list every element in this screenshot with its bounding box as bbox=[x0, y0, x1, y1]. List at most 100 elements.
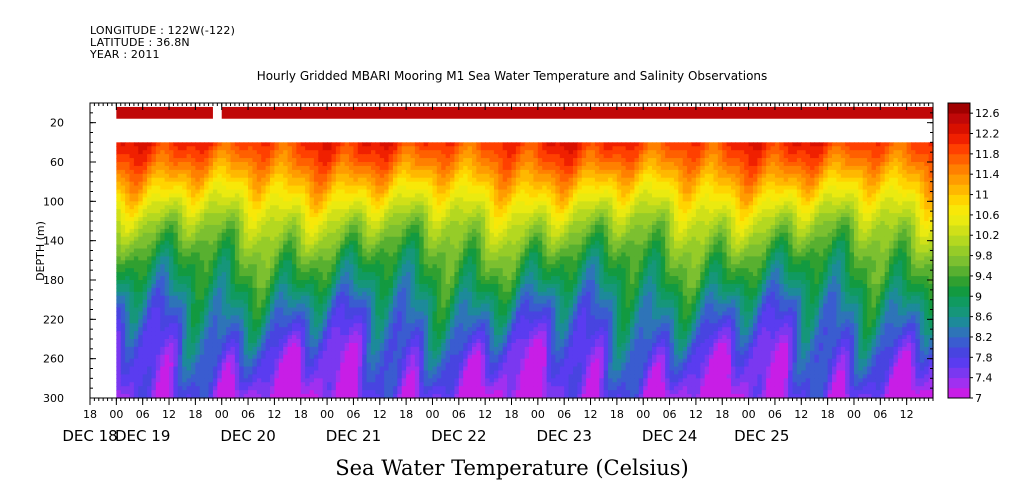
heatmap-cell bbox=[305, 315, 311, 320]
heatmap-cell bbox=[366, 221, 372, 226]
heatmap-cell bbox=[344, 291, 350, 297]
heatmap-cell bbox=[331, 256, 337, 261]
heatmap-cell bbox=[432, 390, 438, 395]
heatmap-cell bbox=[445, 287, 451, 293]
heatmap-cell bbox=[138, 150, 144, 155]
heatmap-cell bbox=[450, 142, 456, 147]
heatmap-cell bbox=[169, 185, 175, 191]
heatmap-cell bbox=[353, 331, 359, 336]
heatmap-cell bbox=[414, 307, 420, 313]
heatmap-cell bbox=[436, 283, 442, 289]
heatmap-cell bbox=[397, 264, 403, 269]
heatmap-cell bbox=[445, 217, 451, 222]
heatmap-cell bbox=[291, 382, 297, 387]
heatmap-cell bbox=[419, 378, 425, 383]
heatmap-cell bbox=[331, 280, 337, 285]
heatmap-cell bbox=[419, 307, 425, 313]
heatmap-cell bbox=[318, 189, 324, 195]
heatmap-cell bbox=[357, 276, 363, 281]
heatmap-cell bbox=[208, 331, 214, 336]
heatmap-cell bbox=[226, 272, 232, 277]
heatmap-cell bbox=[190, 272, 196, 277]
heatmap-cell bbox=[322, 158, 328, 163]
heatmap-cell bbox=[221, 366, 227, 372]
heatmap-cell bbox=[335, 358, 341, 364]
heatmap-cell bbox=[129, 205, 135, 210]
heatmap-cell bbox=[436, 394, 442, 399]
heatmap-cell bbox=[375, 346, 381, 352]
heatmap-cell bbox=[125, 146, 131, 151]
heatmap-cell bbox=[265, 173, 271, 179]
heatmap-cell bbox=[120, 185, 126, 191]
heatmap-cell bbox=[344, 248, 350, 254]
heatmap-cell bbox=[226, 276, 232, 281]
heatmap-cell bbox=[274, 177, 280, 183]
heatmap-cell bbox=[169, 162, 175, 167]
heatmap-cell bbox=[256, 374, 262, 379]
heatmap-cell bbox=[283, 169, 289, 175]
heatmap-cell bbox=[116, 354, 122, 360]
heatmap-cell bbox=[138, 303, 144, 309]
heatmap-cell bbox=[375, 197, 381, 202]
heatmap-cell bbox=[261, 268, 267, 273]
heatmap-cell bbox=[309, 197, 315, 202]
heatmap-cell bbox=[322, 276, 328, 281]
heatmap-cell bbox=[340, 370, 346, 375]
heatmap-cell bbox=[419, 177, 425, 183]
heatmap-cell bbox=[177, 146, 183, 151]
heatmap-cell bbox=[428, 177, 434, 183]
heatmap-cell bbox=[182, 158, 188, 163]
heatmap-cell bbox=[353, 339, 359, 344]
heatmap-cell bbox=[432, 248, 438, 254]
heatmap-cell bbox=[226, 268, 232, 273]
heatmap-cell bbox=[322, 252, 328, 257]
heatmap-cell bbox=[414, 280, 420, 285]
heatmap-cell bbox=[234, 154, 240, 159]
heatmap-cell bbox=[283, 280, 289, 285]
heatmap-cell bbox=[129, 185, 135, 191]
heatmap-cell bbox=[291, 370, 297, 375]
heatmap-cell bbox=[252, 264, 258, 269]
heatmap-cell bbox=[432, 236, 438, 242]
heatmap-cell bbox=[151, 193, 157, 198]
heatmap-cell bbox=[296, 319, 302, 324]
heatmap-cell bbox=[138, 177, 144, 183]
heatmap-cell bbox=[445, 350, 451, 356]
heatmap-cell bbox=[309, 181, 315, 187]
heatmap-cell bbox=[397, 327, 403, 332]
heatmap-cell bbox=[349, 209, 355, 214]
heatmap-cell bbox=[340, 232, 346, 238]
heatmap-cell bbox=[243, 260, 249, 265]
heatmap-cell bbox=[335, 276, 341, 281]
heatmap-cell bbox=[151, 287, 157, 293]
heatmap-cell bbox=[261, 169, 267, 175]
heatmap-cell bbox=[283, 366, 289, 372]
heatmap-cell bbox=[270, 221, 276, 226]
heatmap-cell bbox=[436, 162, 442, 167]
heatmap-cell bbox=[450, 209, 456, 214]
heatmap-cell bbox=[313, 346, 319, 352]
heatmap-cell bbox=[169, 374, 175, 379]
heatmap-cell bbox=[133, 150, 139, 155]
heatmap-cell bbox=[375, 236, 381, 242]
heatmap-cell bbox=[445, 342, 451, 348]
heatmap-cell bbox=[392, 256, 398, 261]
heatmap-cell bbox=[384, 280, 390, 285]
heatmap-cell bbox=[142, 256, 148, 261]
heatmap-cell bbox=[331, 260, 337, 265]
heatmap-cell bbox=[344, 276, 350, 281]
heatmap-cell bbox=[313, 358, 319, 364]
heatmap-cell bbox=[300, 142, 306, 147]
heatmap-cell bbox=[278, 276, 284, 281]
heatmap-cell bbox=[164, 335, 170, 340]
heatmap-cell bbox=[190, 173, 196, 179]
heatmap-cell bbox=[239, 307, 245, 313]
heatmap-cell bbox=[169, 283, 175, 289]
heatmap-cell bbox=[305, 358, 311, 364]
heatmap-cell bbox=[331, 146, 337, 151]
heatmap-cell bbox=[379, 213, 385, 218]
heatmap-cell bbox=[436, 150, 442, 155]
heatmap-cell bbox=[283, 287, 289, 293]
heatmap-cell bbox=[375, 390, 381, 395]
heatmap-cell bbox=[116, 209, 122, 214]
